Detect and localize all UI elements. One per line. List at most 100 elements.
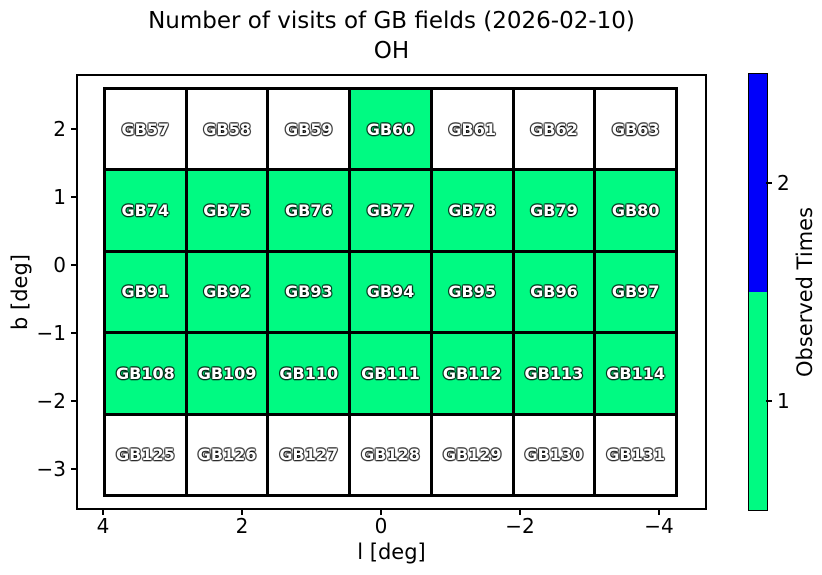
y-tick-label: −3 [36,457,66,481]
grid-cell-gb97: GB97 [596,252,675,332]
grid-cell-label: GB96 [530,282,578,302]
grid-cell-label: GB63 [611,119,660,139]
colorbar-label: Observed Times [793,206,817,378]
grid-cell-gb131: GB131 [596,415,675,494]
grid-cell-label: GB114 [606,363,665,383]
grid-cell-gb61: GB61 [432,90,512,169]
grid-cell-gb76: GB76 [269,171,349,250]
x-tick-label: 0 [374,514,388,538]
grid-cell-gb62: GB62 [514,90,594,169]
chart-title-block: Number of visits of GB fields (2026-02-1… [76,6,707,67]
grid-cell-label: GB76 [284,201,333,221]
grid-cell-gb127: GB127 [269,415,349,494]
y-tick-label: −2 [36,389,66,413]
grid-cell-label: GB126 [197,445,257,465]
grid-cell-label: GB125 [115,445,175,465]
chart-subtitle: OH [373,38,410,65]
grid-cell-gb93: GB93 [269,252,349,332]
grid-cell-label: GB75 [203,201,251,221]
grid-cell-gb108: GB108 [106,334,185,413]
y-tick-mark [71,196,76,198]
grid-cell-gb74: GB74 [106,171,185,250]
y-tick-mark [71,128,76,130]
colorbar-tick-label: 1 [777,389,790,413]
grid-cell-gb96: GB96 [514,252,594,332]
grid-cell-label: GB95 [448,282,496,302]
x-tick-mark [241,510,243,515]
grid-cell-label: GB74 [121,201,170,221]
grid-cell-label: GB130 [524,445,584,465]
grid-cell-gb126: GB126 [187,415,267,494]
grid-cell-gb79: GB79 [514,171,594,250]
grid-cell-label: GB112 [442,363,502,383]
grid-cell-label: GB91 [121,282,170,302]
y-tick-mark [71,332,76,334]
grid-cell-label: GB111 [361,363,420,383]
grid-cell-label: GB110 [279,363,339,383]
grid-cell-label: GB97 [611,282,660,302]
grid-cell-label: GB108 [115,363,175,383]
grid-cell-label: GB59 [284,119,333,139]
y-tick-label: −1 [36,321,66,345]
grid-cell-gb129: GB129 [432,415,512,494]
y-tick-label: 1 [53,185,66,209]
grid-cell-label: GB109 [197,363,257,383]
grid-cell-gb125: GB125 [106,415,185,494]
grid-cell-gb75: GB75 [187,171,267,250]
grid-cell-gb57: GB57 [106,90,185,169]
grid-cell-gb128: GB128 [351,415,430,494]
colorbar-segment-1: 1 [749,292,790,510]
y-tick-mark [71,468,76,470]
grid-cell-gb110: GB110 [269,334,349,413]
x-tick-label: 2 [235,514,249,538]
grid-cell-gb130: GB130 [514,415,594,494]
x-tick-mark [102,510,104,515]
y-tick-mark [71,400,76,402]
field-grid: GB57 GB58 GB59 GB60 GB61 GB62 GB63 GB74 GB75 GB76… [103,87,678,497]
grid-cell-label: GB131 [606,445,665,465]
grid-cell-gb78: GB78 [432,171,512,250]
y-axis-label: b [deg] [8,254,32,330]
grid-cell-gb77: GB77 [351,171,430,250]
grid-cell-label: GB127 [279,445,339,465]
x-tick-mark [519,510,521,515]
grid-cell-gb111: GB111 [351,334,430,413]
x-tick-label: −4 [644,514,674,538]
grid-cell-gb58: GB58 [187,90,267,169]
y-tick-label: 0 [53,253,66,277]
plot-area: GB57 GB58 GB59 GB60 GB61 GB62 GB63 GB74 GB75 GB76… [76,74,707,510]
grid-cell-label: GB113 [524,363,584,383]
grid-cell-label: GB58 [203,119,251,139]
colorbar-tick-label: 2 [777,171,790,195]
x-tick-mark [380,510,382,515]
grid-cell-gb94: GB94 [351,252,430,332]
grid-cell-label: GB77 [366,201,415,221]
grid-cell-label: GB79 [530,201,578,221]
chart-title: Number of visits of GB fields (2026-02-1… [148,8,635,34]
grid-cell-label: GB78 [448,201,496,221]
x-axis-label: l [deg] [357,540,426,564]
grid-cell-gb59: GB59 [269,90,349,169]
colorbar-tick-mark [766,182,772,184]
grid-cell-label: GB129 [442,445,502,465]
grid-cell-label: GB92 [203,282,251,302]
grid-cell-gb92: GB92 [187,252,267,332]
grid-cell-gb80: GB80 [596,171,675,250]
grid-cell-gb109: GB109 [187,334,267,413]
grid-cell-label: GB94 [366,282,415,302]
grid-cell-gb63: GB63 [596,90,675,169]
grid-cell-gb91: GB91 [106,252,185,332]
grid-cell-label: GB128 [361,445,420,465]
colorbar-segment-2: 2 [749,74,790,292]
grid-cell-gb114: GB114 [596,334,675,413]
x-tick-label: −2 [505,514,535,538]
x-tick-label: 4 [96,514,110,538]
grid-cell-label: GB80 [611,201,660,221]
grid-cell-label: GB62 [530,119,578,139]
grid-cell-gb95: GB95 [432,252,512,332]
grid-cell-label: GB93 [284,282,333,302]
grid-cell-gb113: GB113 [514,334,594,413]
grid-cell-label: GB57 [121,119,170,139]
